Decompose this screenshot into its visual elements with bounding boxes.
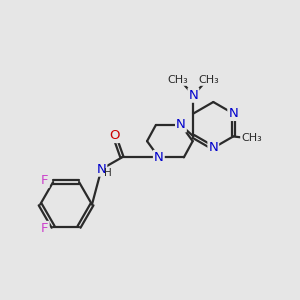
Text: CH₃: CH₃	[168, 75, 188, 85]
Text: CH₃: CH₃	[241, 133, 262, 143]
Text: F: F	[41, 174, 49, 187]
Text: N: N	[97, 163, 106, 176]
Text: F: F	[41, 222, 49, 235]
Text: O: O	[109, 129, 119, 142]
Text: N: N	[176, 118, 186, 131]
Text: N: N	[154, 151, 164, 164]
Text: N: N	[208, 141, 218, 154]
Text: N: N	[188, 89, 198, 102]
Text: N: N	[228, 107, 238, 120]
Text: CH₃: CH₃	[198, 75, 219, 85]
Text: H: H	[104, 168, 112, 178]
